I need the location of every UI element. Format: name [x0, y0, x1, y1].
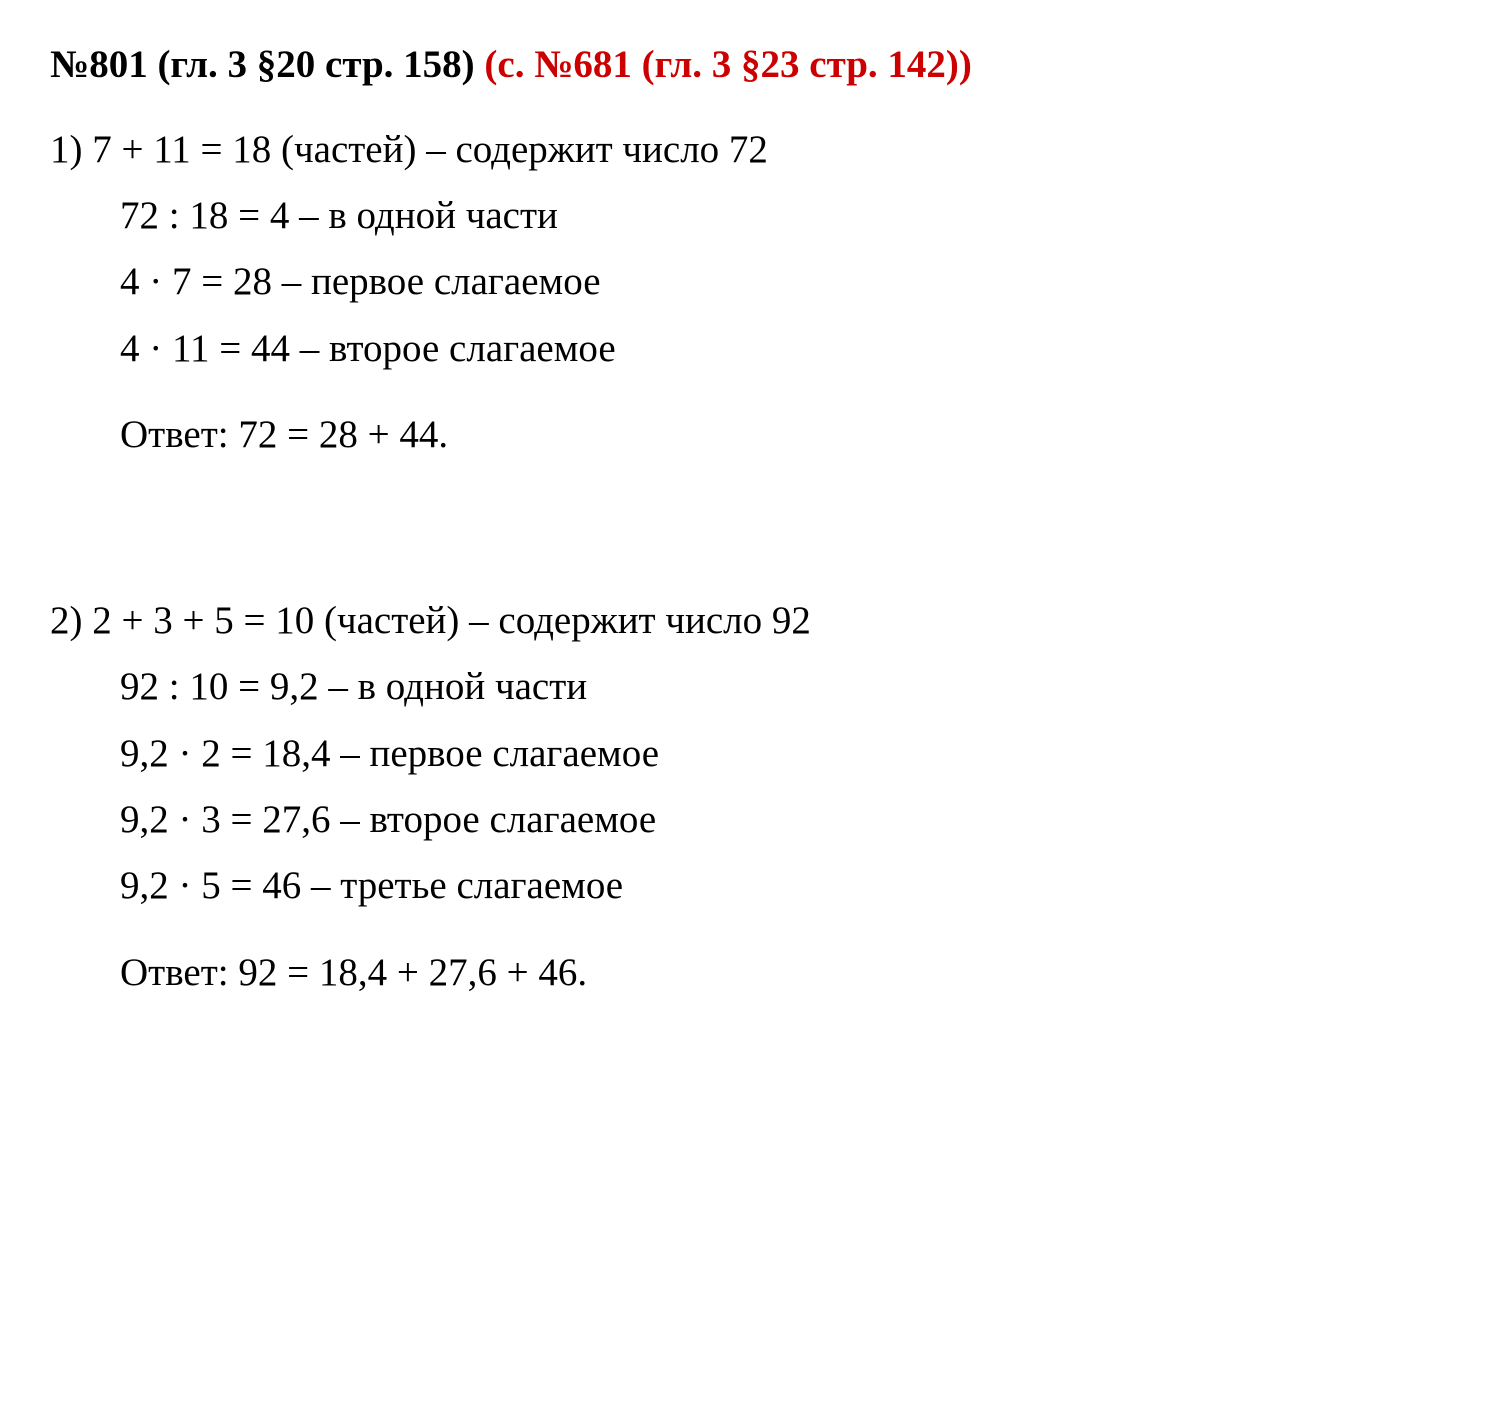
problem1-line3: 4 · 7 = 28 – первое слагаемое: [120, 249, 1453, 315]
problem2-line3: 9,2 · 2 = 18,4 – первое слагаемое: [120, 721, 1453, 787]
problem2-answer: Ответ: 92 = 18,4 + 27,6 + 46.: [120, 940, 1453, 1006]
problem1-line4: 4 · 11 = 44 – второе слагаемое: [120, 316, 1453, 382]
problem2-line5: 9,2 · 5 = 46 – третье слагаемое: [120, 853, 1453, 919]
problem-heading: №801 (гл. 3 §20 стр. 158) (с. №681 (гл. …: [50, 40, 1453, 91]
problem1-line2: 72 : 18 = 4 – в одной части: [120, 183, 1453, 249]
heading-red-part: (с. №681 (гл. 3 §23 стр. 142)): [484, 43, 971, 86]
problem1-answer: Ответ: 72 = 28 + 44.: [120, 402, 1453, 468]
heading-black-part: №801 (гл. 3 §20 стр. 158): [50, 43, 484, 86]
problem1-line1: 1) 7 + 11 = 18 (частей) – содержит число…: [50, 117, 1453, 183]
problem2-line4: 9,2 · 3 = 27,6 – второе слагаемое: [120, 787, 1453, 853]
problem2-line1: 2) 2 + 3 + 5 = 10 (частей) – содержит чи…: [50, 588, 1453, 654]
problem2-line2: 92 : 10 = 9,2 – в одной части: [120, 654, 1453, 720]
